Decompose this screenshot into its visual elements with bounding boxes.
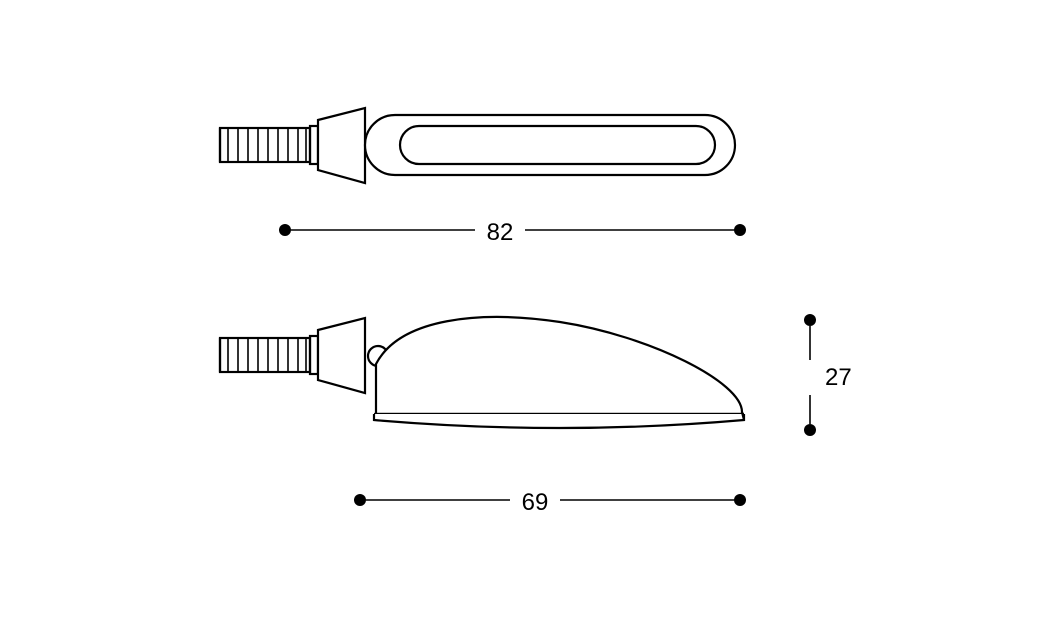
dim-top-length: 82	[279, 219, 746, 246]
top-body-outer	[365, 115, 735, 175]
dim-value: 82	[487, 219, 514, 246]
dim-value: 27	[825, 364, 852, 391]
side-bolt-threads	[228, 338, 306, 372]
dim-dot	[804, 424, 816, 436]
side-bolt-cap	[310, 336, 318, 374]
top-view	[220, 108, 735, 183]
top-bolt-threads	[228, 128, 306, 162]
top-bolt-shaft	[220, 128, 310, 162]
dim-bottom-length: 69	[354, 489, 746, 516]
side-lens-bottom	[374, 414, 744, 428]
side-body	[376, 317, 742, 414]
dim-dot	[734, 494, 746, 506]
side-bolt-shaft	[220, 338, 310, 372]
dim-dot	[354, 494, 366, 506]
top-collar	[318, 108, 365, 183]
top-bolt-cap	[310, 126, 318, 164]
dim-dot	[804, 314, 816, 326]
side-collar	[318, 318, 365, 393]
dim-dot	[279, 224, 291, 236]
side-view	[220, 317, 744, 428]
dim-dot	[734, 224, 746, 236]
dim-value: 69	[522, 489, 549, 516]
dim-height: 27	[804, 314, 852, 436]
technical-drawing: 82	[0, 0, 1051, 625]
